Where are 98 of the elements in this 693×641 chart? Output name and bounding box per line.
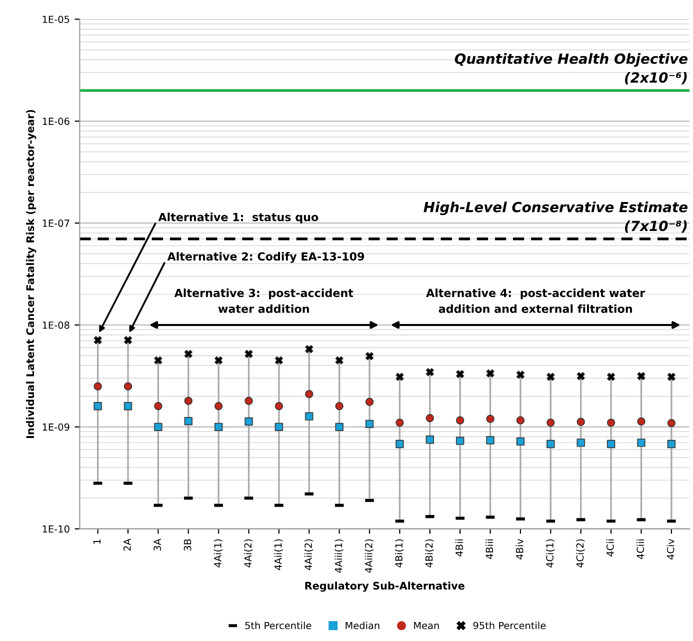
- x-tick-label: 1: [93, 539, 100, 544]
- point: [305, 412, 314, 420]
- point: [244, 350, 253, 358]
- point: [335, 356, 344, 364]
- point: [546, 372, 555, 381]
- annotation: Alternative 1: status quo: [158, 212, 318, 224]
- point: [124, 336, 132, 344]
- point: [184, 396, 192, 405]
- point: [154, 422, 162, 431]
- point: [667, 372, 676, 381]
- point: [274, 402, 284, 410]
- point: [576, 418, 585, 426]
- x-tick-label: 4Ai(2): [244, 539, 253, 568]
- x-tick-label: 4Ci(1): [546, 539, 555, 568]
- legend-label: Median: [346, 622, 380, 630]
- point: [214, 402, 223, 410]
- point: [94, 382, 102, 390]
- point: [516, 437, 525, 446]
- point: [606, 372, 616, 381]
- point: [124, 402, 132, 410]
- point: [516, 416, 525, 424]
- legend-label: 5th Percentile: [245, 622, 312, 630]
- point: [426, 368, 434, 376]
- annotation: Alternative 3: post-accident water addition: [174, 288, 354, 313]
- x-tick-label: 4Aii(1): [274, 539, 283, 570]
- point: [396, 372, 404, 381]
- point: [456, 416, 464, 424]
- x-tick-label: 4Aii(2): [304, 539, 314, 570]
- point: [184, 417, 192, 426]
- point: [486, 369, 494, 378]
- point: [576, 438, 585, 447]
- point: [667, 418, 676, 428]
- point: [335, 402, 344, 410]
- point: [546, 440, 555, 448]
- point: [305, 390, 314, 398]
- y-axis-title: Individual Latent Cancer Fatality Risk (per reactor-year): [26, 110, 36, 438]
- x-tick-label: 4Bii: [455, 539, 463, 556]
- point: [244, 417, 253, 426]
- point: [365, 352, 374, 360]
- y-tick-label: 1E-06: [42, 118, 70, 125]
- x-tick-label: 4Cii: [606, 539, 614, 556]
- x-axis-title: Regulatory Sub-Alternative: [305, 582, 464, 592]
- point: [365, 420, 374, 428]
- y-tick-label: 1E-09: [42, 423, 70, 431]
- point: [154, 402, 162, 410]
- x-tick-label: 4Ciii: [636, 539, 644, 560]
- point: [244, 396, 253, 405]
- y-tick-label: 1E-07: [42, 220, 70, 227]
- ref-line-label: High-Level Conservative Estimate (7x10⁻⁸): [424, 202, 688, 233]
- point: [456, 436, 464, 445]
- x-tick-label: 4Ai(1): [214, 539, 223, 568]
- x-tick-label: 4Aiii(1): [334, 539, 344, 573]
- point: [637, 372, 646, 380]
- point: [426, 414, 434, 422]
- x-tick-label: 4Biii: [486, 539, 493, 560]
- annotation: Alternative 4: post-accident water addition and external filtration: [426, 288, 646, 313]
- x-tick-label: 4Ci(2): [576, 539, 585, 568]
- point: [456, 370, 464, 378]
- legend-label: 95th Percentile: [473, 622, 546, 630]
- x-tick-label: 4Aiii(2): [364, 539, 374, 573]
- point: [305, 345, 314, 354]
- x-tick-label: 4Civ: [666, 538, 674, 560]
- point: [214, 356, 223, 364]
- point: [606, 418, 616, 427]
- point: [637, 438, 646, 447]
- point: [184, 350, 192, 358]
- point: [335, 422, 344, 431]
- point: [486, 414, 494, 423]
- point: [426, 436, 434, 444]
- point: [274, 356, 284, 364]
- x-tick-label: 3A: [154, 538, 162, 551]
- y-tick-label: 1E-08: [42, 321, 70, 329]
- point: [396, 418, 404, 427]
- point: [606, 440, 616, 448]
- point: [576, 372, 585, 380]
- legend-label: Mean: [414, 622, 439, 630]
- point: [124, 382, 132, 390]
- point: [94, 336, 102, 344]
- x-tick-label: 4Bi(2): [425, 539, 434, 568]
- point: [546, 418, 555, 427]
- x-tick-label: 3B: [184, 539, 192, 551]
- point: [274, 422, 284, 431]
- point: [396, 440, 404, 448]
- x-tick-label: 4Bi(1): [395, 539, 404, 568]
- point: [365, 398, 374, 406]
- point: [214, 422, 223, 431]
- point: [154, 356, 162, 364]
- point: [637, 417, 646, 426]
- y-tick-label: 1E-10: [42, 525, 70, 533]
- annotation: Alternative 2: Codify EA-13-109: [167, 252, 364, 263]
- x-tick-label: 2A: [123, 538, 131, 551]
- point: [94, 402, 102, 410]
- point: [516, 370, 525, 379]
- y-tick-label: 1E-05: [42, 16, 70, 24]
- point: [667, 440, 676, 448]
- point: [486, 436, 494, 444]
- ref-line-label: Quantitative Health Objective (2x10⁻⁶): [454, 53, 688, 84]
- x-tick-label: 4Biv: [516, 538, 524, 560]
